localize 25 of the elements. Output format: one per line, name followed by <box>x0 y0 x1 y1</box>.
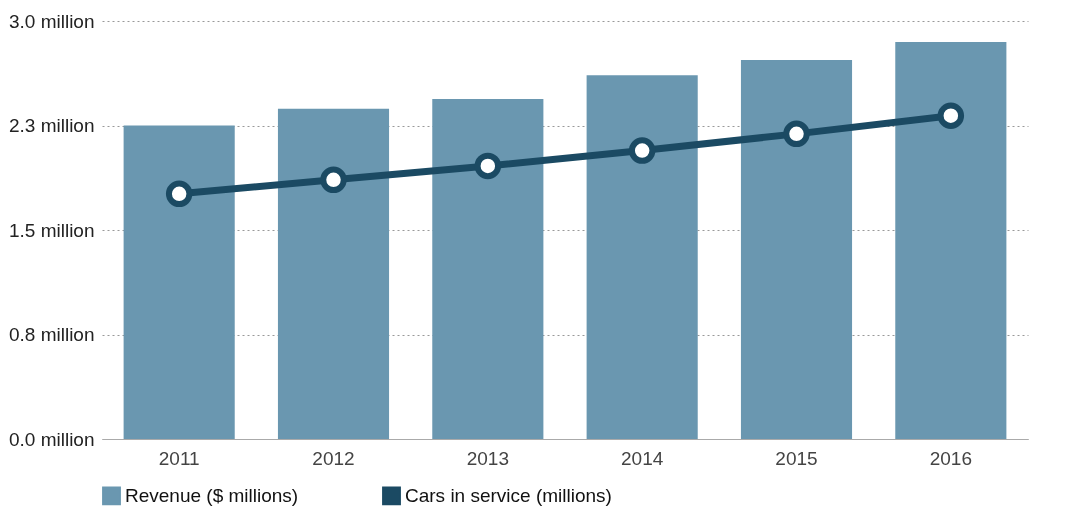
x-tick-label: 2013 <box>466 447 509 469</box>
point <box>628 137 656 164</box>
legend-label: Revenue ($ millions) <box>125 484 299 506</box>
bar <box>277 108 390 439</box>
x-tick-label: 2011 <box>158 447 200 469</box>
bar <box>432 99 544 439</box>
y-tick-label: 3.0 million <box>8 10 95 32</box>
x-tick-label: 2016 <box>929 447 972 469</box>
y-tick-label: 1.5 million <box>8 219 95 241</box>
point <box>474 152 502 180</box>
bar <box>586 75 698 439</box>
y-tick-label: 2.3 million <box>8 115 95 136</box>
x-tick-label: 2014 <box>621 447 664 469</box>
legend-label: Cars in service (millions) <box>405 484 612 506</box>
point <box>937 102 965 129</box>
x-tick-label: 2012 <box>312 447 355 469</box>
bar <box>895 41 1007 439</box>
y-tick-label: 0.8 million <box>8 324 95 345</box>
point <box>320 166 347 194</box>
point <box>783 120 810 148</box>
x-tick-label: 2015 <box>775 447 818 469</box>
y-tick-label: 0.0 million <box>8 428 95 450</box>
bar <box>123 125 235 439</box>
bar <box>740 60 853 439</box>
point <box>165 180 193 207</box>
